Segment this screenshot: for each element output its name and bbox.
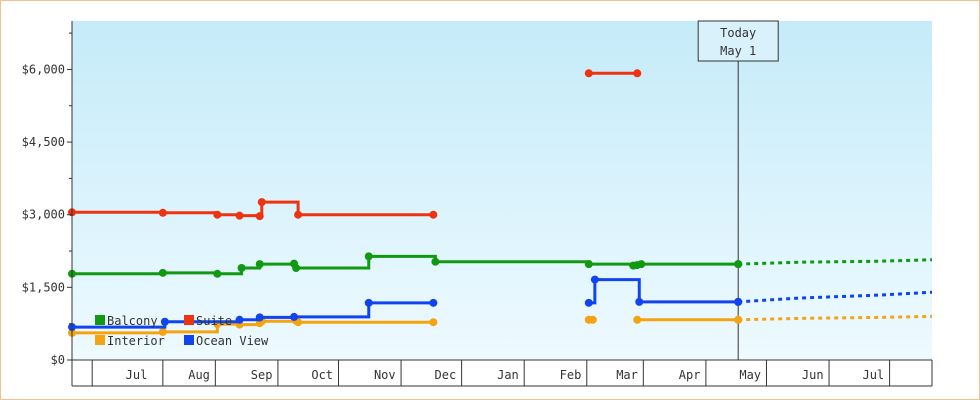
series-ocean-view — [68, 275, 933, 332]
series-interior — [68, 314, 933, 337]
x-tick-label: Nov — [374, 368, 396, 382]
data-point — [255, 260, 264, 269]
data-point — [584, 69, 593, 78]
x-tick-label: Jul — [862, 368, 884, 382]
data-point — [429, 298, 438, 307]
x-tick-label: Mar — [616, 368, 638, 382]
data-point — [734, 260, 743, 269]
x-tick-label: Sep — [251, 368, 273, 382]
data-point — [584, 298, 593, 307]
data-point — [294, 210, 303, 219]
today-box — [697, 20, 779, 62]
legend-swatch-suite — [184, 315, 194, 325]
series-suite — [68, 69, 642, 221]
plot-background — [72, 21, 932, 360]
x-tick-label: Jan — [497, 368, 519, 382]
data-point — [429, 210, 438, 219]
data-point — [635, 297, 644, 306]
data-point — [429, 318, 438, 327]
y-tick-label: $6,000 — [22, 62, 65, 76]
data-point — [257, 198, 266, 207]
series-balcony — [68, 252, 933, 278]
x-tick-label: Oct — [311, 368, 333, 382]
data-point — [255, 313, 264, 322]
data-point — [213, 269, 222, 278]
data-point — [590, 275, 599, 284]
data-point — [364, 252, 373, 261]
data-point — [588, 315, 597, 324]
y-tick-label: $3,000 — [22, 208, 65, 222]
x-tick-label: Jun — [802, 368, 824, 382]
legend-label-ocean-view: Ocean View — [196, 334, 269, 348]
legend-swatch-ocean-view — [184, 335, 194, 345]
data-point — [734, 315, 743, 324]
legend-label-interior: Interior — [107, 334, 165, 348]
x-tick-label: May — [739, 368, 761, 382]
x-tick-label: Aug — [188, 368, 210, 382]
data-point — [364, 298, 373, 307]
legend-label-balcony: Balcony — [107, 314, 158, 328]
data-point — [160, 317, 169, 326]
legend-swatch-balcony — [95, 315, 105, 325]
data-point — [633, 69, 642, 78]
data-point — [431, 257, 440, 266]
data-point — [584, 260, 593, 269]
data-point — [255, 212, 264, 221]
data-point — [158, 327, 167, 336]
data-point — [237, 263, 246, 272]
data-point — [633, 315, 642, 324]
data-point — [235, 315, 244, 324]
data-point — [235, 211, 244, 220]
legend-label-suite: Suite — [196, 314, 232, 328]
today-date-label: May 1 — [720, 44, 756, 58]
legend-swatch-interior — [95, 335, 105, 345]
data-point — [213, 210, 222, 219]
x-tick-label: Jul — [126, 368, 148, 382]
data-point — [734, 297, 743, 306]
y-tick-label: $1,500 — [22, 280, 65, 294]
today-label: Today — [720, 26, 756, 40]
data-point — [158, 208, 167, 217]
data-point — [292, 263, 301, 272]
x-tick-label: Apr — [679, 368, 701, 382]
data-point — [158, 268, 167, 277]
data-point — [637, 260, 646, 269]
x-tick-label: Feb — [560, 368, 582, 382]
y-tick-label: $4,500 — [22, 135, 65, 149]
data-point — [290, 312, 299, 321]
y-tick-label: $0 — [51, 353, 65, 367]
x-tick-label: Dec — [435, 368, 457, 382]
